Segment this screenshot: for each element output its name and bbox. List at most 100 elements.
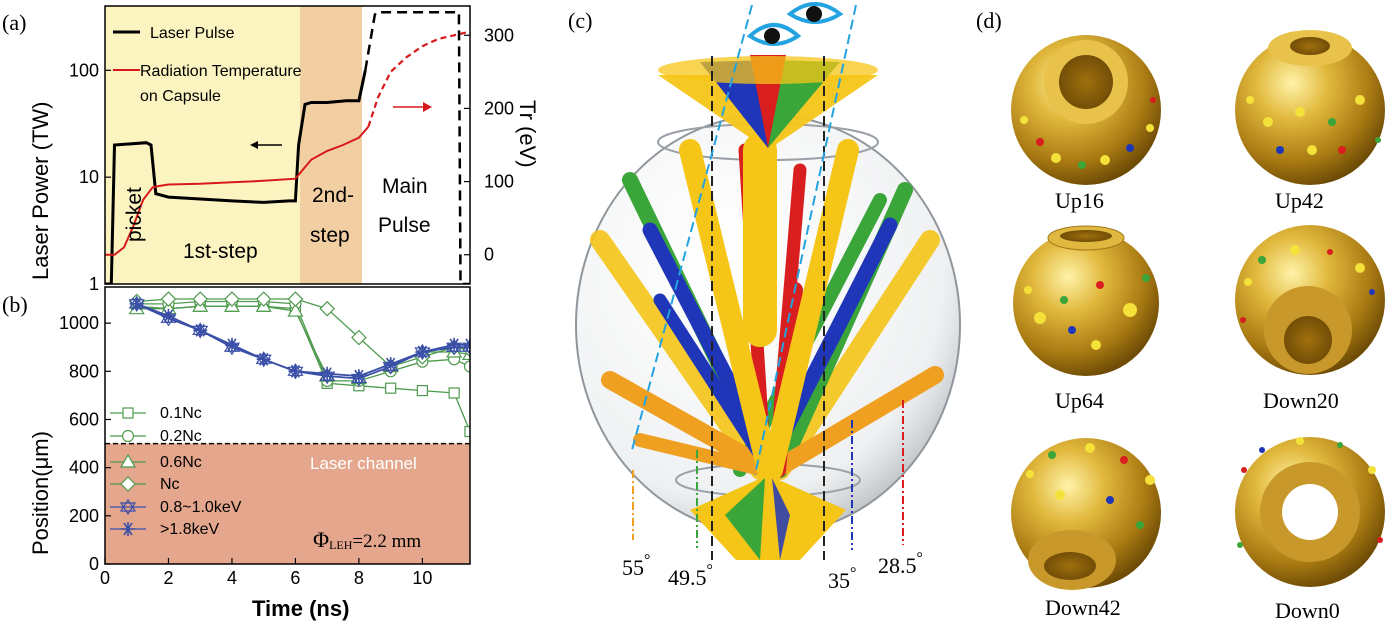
- legend-label: 0.8~1.0keV: [160, 499, 242, 516]
- spot-yellow: [1091, 340, 1101, 350]
- spot-green: [1142, 274, 1150, 282]
- series-point: [161, 308, 176, 323]
- series-line: [136, 303, 470, 378]
- series-line: [136, 303, 470, 380]
- series-2: [128, 298, 470, 385]
- y-tick-label: 1: [89, 274, 99, 294]
- tr-ticks: 0 100 200 300: [464, 25, 514, 265]
- panel-d-label: (d): [976, 8, 1002, 33]
- spot-yellow: [1055, 490, 1065, 500]
- sphere-down42: [1011, 438, 1161, 590]
- x-tick-label: 8: [354, 568, 364, 588]
- y2-tick-label: 0: [484, 245, 494, 265]
- spot-red: [1120, 456, 1128, 464]
- eye-right-pupil: [806, 6, 822, 22]
- leh-hole: [1282, 484, 1338, 540]
- series-5: [129, 296, 470, 384]
- y-tick-label: 100: [69, 60, 99, 80]
- series-point: [193, 323, 208, 338]
- legend-swatch-marker: [119, 453, 137, 468]
- panel-a: (a) 1 10 100 0 100 200 300 Laser Pulse Radiat…: [2, 5, 540, 294]
- series-point: [383, 357, 398, 372]
- spot-yellow: [1307, 145, 1317, 155]
- legend-swatch-marker: [121, 429, 135, 443]
- leh-hole: [1060, 230, 1112, 242]
- y-tick-label: 600: [69, 409, 99, 429]
- spot-blue: [1126, 144, 1134, 152]
- series-point: [415, 345, 430, 360]
- y2-tick-label: 200: [484, 98, 514, 118]
- panel-a-frame: [104, 5, 471, 285]
- first-step-label: 1st-step: [183, 240, 258, 263]
- laser-pulse-main-dashed: [364, 10, 470, 284]
- x-tick-label: 0: [100, 568, 110, 588]
- top-fan-rim: [658, 56, 878, 84]
- laser-beams: [590, 133, 944, 481]
- bottom-fan-yellow: [690, 475, 846, 560]
- laser-power-ticks: 1 10 100: [69, 60, 111, 294]
- series-point: [447, 337, 462, 352]
- x-tick-label: 6: [290, 568, 300, 588]
- series-point: [351, 329, 367, 346]
- legend-label: 0.6Nc: [160, 454, 202, 471]
- y-tick-label: 400: [69, 458, 99, 478]
- y-tick-label: 800: [69, 361, 99, 381]
- picket-label: picket: [123, 187, 146, 242]
- eye-icon: [746, 2, 844, 46]
- right-arrow-head: [423, 102, 432, 112]
- bottom-entrance-fan: [690, 475, 846, 560]
- spot-green: [1048, 451, 1056, 459]
- time-axis-label: Time (ns): [252, 596, 349, 621]
- time-ticks: 0 2 4 6 8 10: [100, 558, 432, 588]
- spot-green: [1136, 521, 1144, 529]
- position-series: [128, 291, 470, 438]
- legend-temp-label-2: on Capsule: [140, 88, 221, 105]
- sphere-up64: [1013, 225, 1159, 376]
- spot-yellow: [1246, 96, 1254, 104]
- spot-green: [1375, 137, 1381, 143]
- main-pulse-label-1: Main: [382, 175, 428, 198]
- laser-channel-label: Laser channel: [310, 454, 417, 473]
- cyan-guide-left: [631, 4, 753, 451]
- spot-yellow: [1024, 286, 1032, 294]
- spot-yellow: [1355, 263, 1365, 273]
- series-point: [287, 291, 304, 307]
- beam-yellow-3: [679, 139, 779, 481]
- panel-d: (d) Up16: [976, 8, 1385, 623]
- series-point: [224, 291, 240, 307]
- spot-red: [1150, 97, 1156, 103]
- x-tick-label: 4: [227, 568, 237, 588]
- series-point: [351, 369, 366, 384]
- spot-green: [1337, 442, 1343, 448]
- series-point: [448, 387, 460, 399]
- spot-yellow: [1034, 312, 1046, 324]
- second-step-label-2: step: [310, 224, 350, 247]
- spot-yellow: [1026, 470, 1034, 478]
- spot-yellow: [1263, 117, 1273, 127]
- spot-yellow: [1355, 95, 1365, 105]
- spot-yellow: [1123, 303, 1137, 317]
- second-step-label-1: 2nd-: [312, 184, 354, 207]
- spot-green: [1237, 542, 1243, 548]
- beam-yellow-1: [590, 230, 770, 480]
- radiation-temperature-line: [105, 126, 370, 256]
- panel-c-label: (c): [568, 8, 592, 33]
- x-tick-label: 10: [412, 568, 432, 588]
- spot-yellow: [1100, 155, 1110, 165]
- cyan-guide-right: [754, 4, 857, 476]
- leh-hole: [1284, 316, 1332, 364]
- leh-diameter-label: ΦLEH=2.2 mm: [313, 527, 421, 552]
- series-point: [319, 300, 336, 317]
- sphere-up42: [1235, 30, 1385, 185]
- phase-band-2nd-step: [300, 6, 362, 284]
- spot-green: [1258, 256, 1266, 264]
- panel-b: (b) 0 200 400 600 800 1000 0 2 4 6 8 10 0.1Nc 0.2Nc…: [2, 286, 471, 621]
- left-arrow-head: [250, 141, 258, 149]
- spot-yellow: [1020, 116, 1028, 124]
- spot-green: [1328, 118, 1336, 126]
- y-tick-label: 200: [69, 506, 99, 526]
- bottom-fan-blue: [772, 478, 790, 560]
- y-tick-label: 0: [89, 554, 99, 574]
- spot-yellow: [1244, 278, 1252, 286]
- laser-power-axis-label: Laser Power (TW): [28, 102, 53, 280]
